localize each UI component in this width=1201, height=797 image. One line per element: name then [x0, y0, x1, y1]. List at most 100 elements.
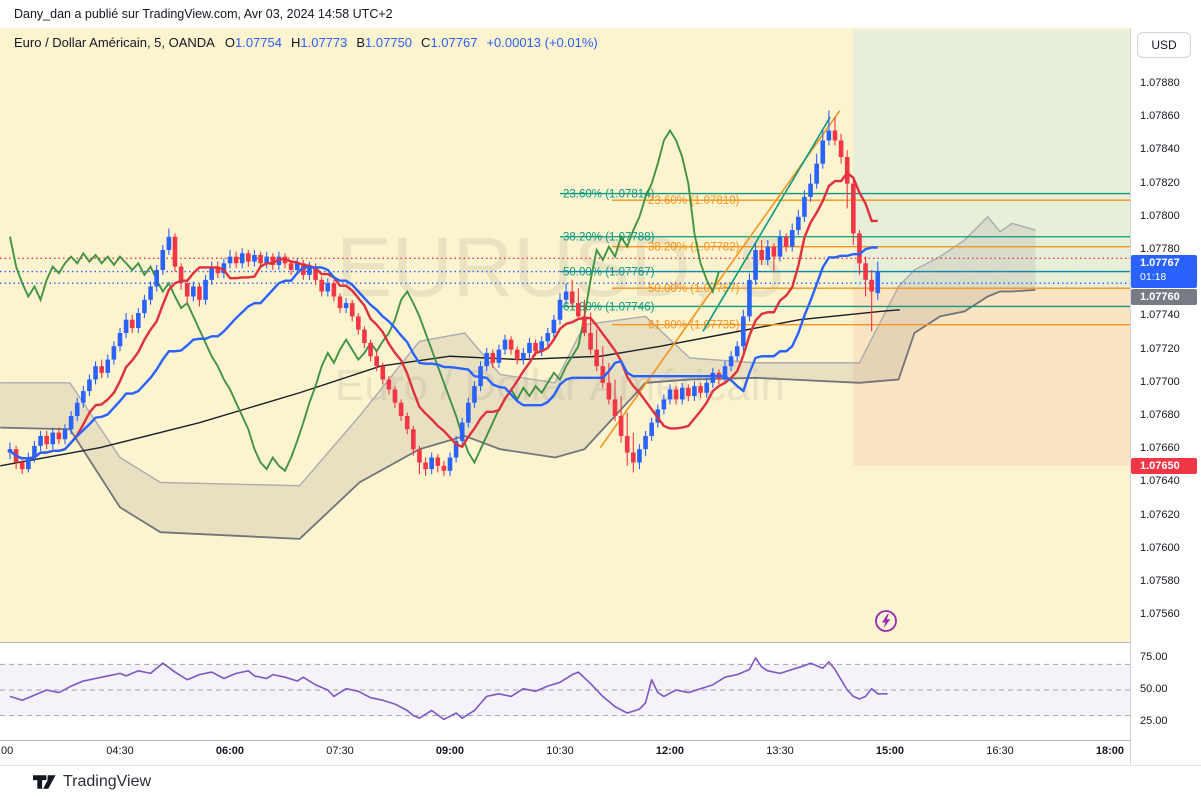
- rsi-scale-label: 50.00: [1140, 683, 1168, 695]
- rsi-svg[interactable]: [0, 643, 1130, 740]
- lightning-icon: [882, 614, 891, 628]
- candle-body: [789, 230, 795, 247]
- candle-body: [221, 263, 227, 274]
- candle-body: [722, 366, 728, 380]
- price-tick-label: 1.07820: [1140, 176, 1180, 189]
- candle-body: [258, 254, 263, 264]
- candle-body: [166, 236, 172, 250]
- candle-body: [123, 319, 129, 333]
- candle-body: [68, 416, 74, 430]
- footer-bar: TradingView: [0, 765, 1201, 797]
- candle-body: [368, 342, 373, 357]
- tradingview-logo[interactable]: TradingView: [33, 771, 151, 793]
- candle-body: [74, 402, 80, 416]
- candles-series: [7, 110, 881, 476]
- tenkan-sen-line: [9, 171, 878, 460]
- candle-body: [349, 303, 355, 317]
- trendline[interactable]: [702, 116, 831, 332]
- candle-body: [19, 462, 25, 470]
- candle-body: [796, 216, 801, 231]
- candle-body: [698, 386, 703, 393]
- candle-body: [398, 402, 404, 416]
- attribution-bar: Dany_dan a publié sur TradingView.com, A…: [0, 0, 1201, 28]
- price-axis[interactable]: USD 1.07880 1.07860 1.07840 1.07820 1.07800 1…: [1131, 28, 1201, 764]
- candle-body: [172, 236, 178, 267]
- candle-body: [301, 263, 306, 275]
- price-tick-label: 1.07600: [1140, 541, 1180, 554]
- candle-body: [62, 429, 68, 440]
- tradingview-logo-icon: [33, 774, 56, 789]
- candle-body: [142, 299, 147, 314]
- candle-body: [551, 319, 557, 333]
- candle-body: [459, 422, 465, 441]
- candle-body: [313, 266, 318, 280]
- candle-body: [386, 379, 392, 390]
- candle-body: [252, 254, 257, 262]
- candle-body: [435, 457, 441, 466]
- candle-body: [81, 391, 86, 403]
- candle-body: [99, 366, 104, 373]
- price-tick-label: 1.07640: [1140, 475, 1180, 488]
- candle-body: [32, 445, 37, 458]
- candle-body: [191, 286, 196, 297]
- time-axis[interactable]: :00 04:30 06:00 07:30 09:00 10:30 12:00 13:30 15…: [0, 741, 1130, 764]
- time-tick-label: 13:30: [766, 745, 794, 757]
- currency-toggle-button[interactable]: USD: [1137, 32, 1191, 58]
- chart-legend[interactable]: Euro / Dollar Américain, 5, OANDA O1.077…: [14, 33, 598, 51]
- candle-body: [759, 250, 764, 260]
- candle-body: [624, 435, 630, 453]
- candle-body: [569, 291, 575, 304]
- candle-body: [264, 256, 269, 264]
- time-tick-label: 07:30: [326, 745, 354, 757]
- candle-body: [447, 457, 453, 471]
- candle-body: [380, 366, 386, 380]
- candle-body: [337, 296, 343, 309]
- lightning-button[interactable]: [875, 610, 897, 632]
- stop-price-label: 1.07650: [1131, 457, 1197, 474]
- price-tick-label: 1.07740: [1140, 309, 1180, 322]
- candle-body: [521, 352, 526, 360]
- candle-body: [331, 283, 337, 297]
- time-tick-label: 09:00: [435, 745, 465, 757]
- time-tick-label: 06:00: [215, 745, 245, 757]
- candle-body: [362, 329, 367, 343]
- fib-level-label: 38.20% (1.07788): [563, 232, 655, 244]
- candle-body: [111, 346, 117, 360]
- candle-body: [863, 263, 868, 280]
- rsi-pane[interactable]: [0, 643, 1130, 740]
- candle-body: [93, 366, 98, 380]
- fib-level-label: 23.60% (1.07814): [563, 189, 655, 201]
- fib-level-label: 50.00% (1.07757): [648, 283, 740, 295]
- candle-body: [576, 303, 581, 317]
- candle-body: [197, 286, 202, 300]
- candle-body: [411, 429, 416, 450]
- candle-body: [453, 440, 459, 458]
- rsi-band: [0, 664, 1130, 716]
- candle-body: [820, 140, 826, 164]
- candle-body: [246, 253, 251, 262]
- candle-body: [148, 286, 153, 300]
- candle-body: [869, 279, 874, 292]
- entry-price-label: 1.07760: [1131, 288, 1197, 305]
- candle-body: [533, 342, 538, 352]
- candle-body: [270, 256, 276, 265]
- change-value: +0.00013 (+0.01%): [486, 34, 598, 50]
- long-position-profit-zone[interactable]: [853, 30, 1130, 289]
- candle-body: [136, 313, 141, 329]
- candle-body: [600, 366, 606, 383]
- chikou-span-line: [9, 128, 720, 473]
- candle-body: [294, 263, 300, 270]
- candle-body: [239, 253, 245, 264]
- candle-body: [38, 435, 43, 446]
- candle-body: [857, 233, 862, 264]
- pane-separator[interactable]: [0, 642, 1201, 643]
- price-tick-label: 1.07720: [1140, 342, 1180, 355]
- attribution-text: Dany_dan a publié sur TradingView.com, A…: [14, 7, 393, 21]
- ohlc-values: O1.07754 H1.07773 B1.07750 C1.07767: [225, 35, 487, 50]
- last-price-label: 1.07767 01:18: [1131, 254, 1197, 288]
- main-chart-svg[interactable]: EURUSD, 5Euro / Dollar Américain23.60% (…: [0, 28, 1130, 642]
- candle-body: [692, 386, 697, 397]
- main-chart[interactable]: EURUSD, 5Euro / Dollar Américain23.60% (…: [0, 28, 1130, 642]
- price-tick-label: 1.07860: [1140, 110, 1180, 123]
- tradingview-wordmark: TradingView: [63, 772, 152, 790]
